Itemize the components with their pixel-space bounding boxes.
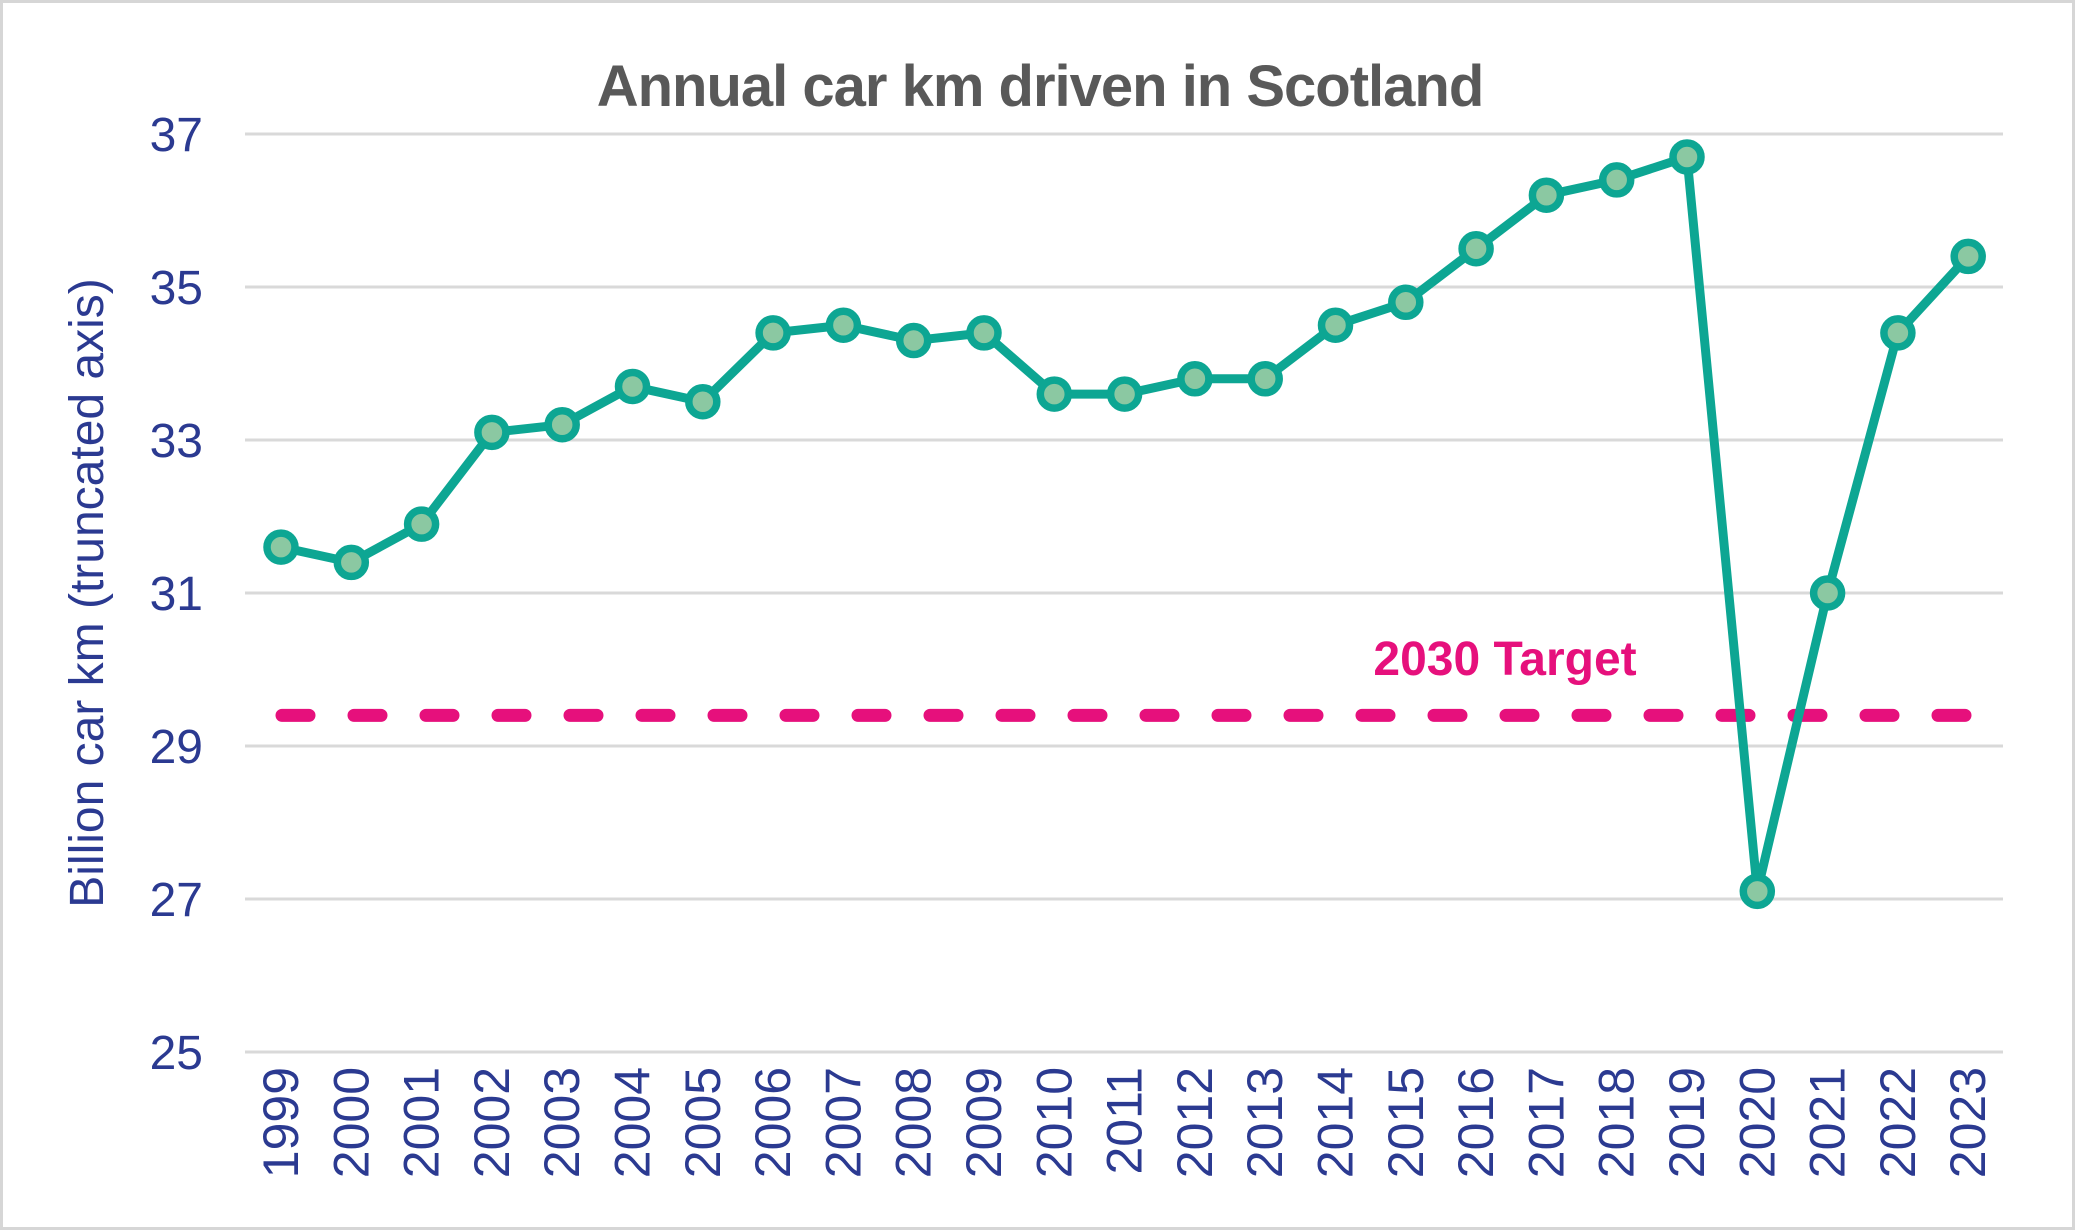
data-point [825, 307, 862, 343]
series-line [276, 152, 1973, 896]
data-point [895, 322, 932, 359]
y-tick-label: 27 [150, 874, 203, 927]
x-tick-label: 2014 [1308, 1067, 1364, 1178]
y-tick-label: 25 [150, 1027, 203, 1080]
data-point [1669, 139, 1705, 175]
x-tick-label: 2020 [1729, 1067, 1785, 1178]
data-point [263, 529, 299, 565]
data-point [1106, 376, 1143, 412]
data-point [1809, 575, 1846, 611]
data-point [614, 368, 651, 405]
x-tick-label: 2017 [1518, 1067, 1574, 1178]
data-point [1528, 177, 1565, 213]
x-tick-label: 2021 [1800, 1067, 1856, 1178]
x-tick-label: 2004 [605, 1067, 661, 1178]
x-tick-label: 2011 [1097, 1067, 1153, 1175]
x-axis-tick-labels: 1999 2000 2001 2002 2003 2004 2005 2006 2007 2008… [253, 1067, 1996, 1178]
x-tick-label: 2013 [1237, 1067, 1293, 1178]
y-axis-tick-labels: 25 27 29 31 33 35 37 [150, 109, 203, 1080]
x-tick-label: 2003 [534, 1067, 590, 1178]
data-point [1739, 873, 1776, 910]
data-point [333, 544, 370, 581]
data-point [966, 315, 1002, 351]
x-tick-label: 2016 [1448, 1067, 1504, 1178]
target-line-label: 2030 Target [1373, 633, 1636, 686]
data-point [1458, 231, 1494, 267]
gridlines [245, 132, 2003, 1054]
x-tick-label: 2007 [815, 1067, 871, 1178]
x-tick-label: 2008 [886, 1067, 942, 1178]
chart-title: Annual car km driven in Scotland [597, 54, 1484, 119]
data-point [403, 506, 440, 542]
data-point [1317, 307, 1354, 343]
x-tick-label: 1999 [253, 1067, 309, 1178]
x-tick-label: 2019 [1659, 1067, 1715, 1178]
data-point-markers [263, 139, 1986, 910]
x-tick-label: 2023 [1940, 1067, 1996, 1178]
x-tick-label: 2015 [1378, 1067, 1434, 1178]
x-tick-label: 2012 [1167, 1067, 1223, 1178]
x-tick-label: 2009 [956, 1067, 1012, 1178]
y-tick-label: 35 [150, 262, 203, 315]
data-point [1036, 376, 1073, 412]
y-tick-label: 33 [150, 415, 203, 468]
data-point [755, 315, 791, 351]
data-point [544, 406, 580, 443]
data-point [1388, 284, 1424, 321]
x-tick-label: 2006 [745, 1067, 801, 1178]
x-tick-label: 2002 [464, 1067, 520, 1178]
y-tick-label: 29 [150, 721, 203, 774]
x-tick-label: 2022 [1870, 1067, 1926, 1178]
x-tick-label: 2018 [1589, 1067, 1645, 1178]
x-tick-label: 2001 [394, 1067, 450, 1178]
data-point [685, 384, 721, 420]
data-point [1598, 162, 1635, 198]
x-tick-label: 2005 [675, 1067, 731, 1178]
data-point [1880, 315, 1916, 351]
x-tick-label: 2010 [1026, 1067, 1082, 1178]
data-point [1177, 361, 1213, 397]
data-point [1950, 238, 1986, 275]
data-point [1247, 361, 1283, 397]
data-point [474, 414, 510, 451]
y-axis-title: Billion car km (truncated axis) [61, 278, 114, 908]
y-tick-label: 37 [150, 109, 203, 162]
x-tick-label: 2000 [323, 1067, 379, 1178]
y-tick-label: 31 [150, 568, 203, 621]
